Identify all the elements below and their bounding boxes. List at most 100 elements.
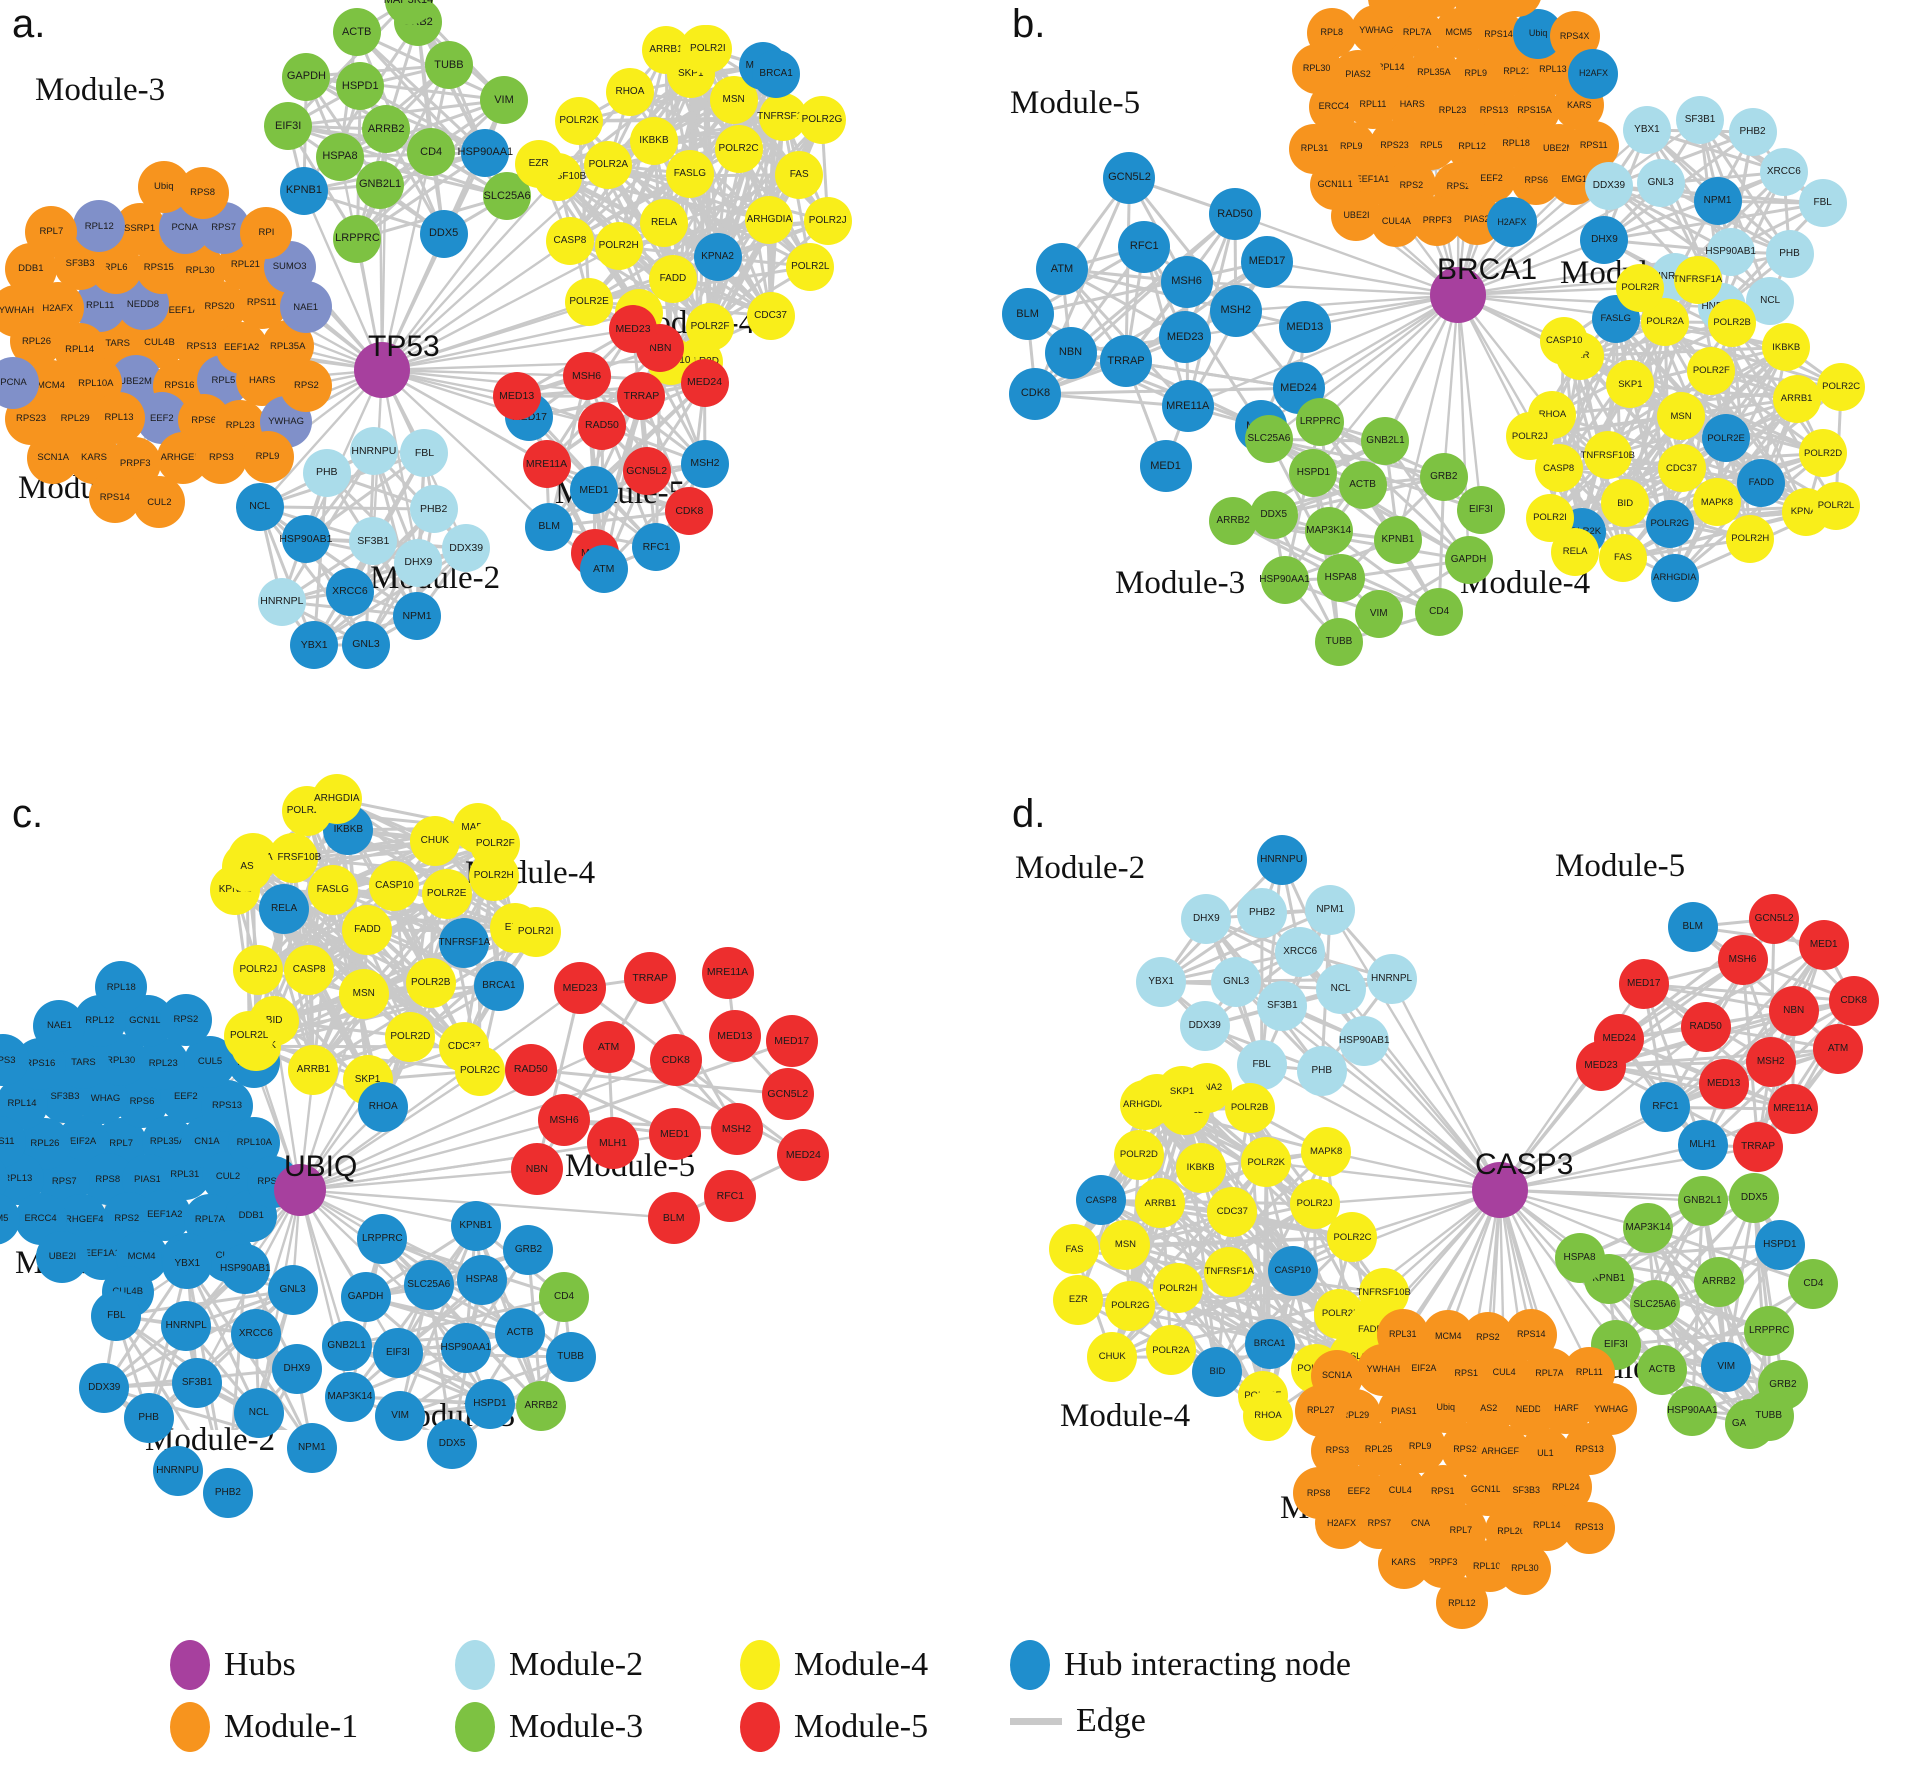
network-node[interactable]: HNRNPU [152,1446,203,1497]
network-node[interactable]: VIM [375,1390,426,1441]
network-node[interactable]: MED23 [1159,311,1212,364]
network-node[interactable]: MED1 [1139,440,1192,493]
network-node[interactable]: SCN1A [27,431,80,484]
network-node[interactable]: YBX1 [1622,106,1671,155]
network-node[interactable]: POLR2E [1702,414,1751,463]
network-node[interactable]: HSP90AA1 [1667,1386,1718,1437]
network-node[interactable]: DHX9 [1181,893,1232,944]
network-node[interactable]: NCL [233,1387,284,1438]
network-node[interactable]: GAPDH [340,1272,391,1323]
network-node[interactable]: MSH6 [1160,255,1213,308]
network-node[interactable]: POLR2C [1327,1212,1378,1263]
network-node[interactable]: FADD [342,904,393,955]
network-node[interactable]: POLR2F [1687,347,1736,396]
network-node[interactable]: NBN [1044,326,1097,379]
network-node[interactable]: MED1 [1798,919,1849,970]
network-node[interactable]: HSP90AB1 [279,514,332,563]
network-node[interactable]: POLR2A [1145,1325,1196,1376]
network-node[interactable]: RPI [240,206,293,259]
network-node[interactable]: RELA [640,199,689,248]
network-node[interactable]: TARS [1410,0,1461,18]
hub-node-tp53[interactable]: TP53 [354,342,410,398]
network-node[interactable]: MSN [338,969,389,1020]
network-node[interactable]: ARRB1 [288,1044,339,1095]
network-node[interactable]: AS [222,841,273,892]
network-node[interactable]: TNFRSF1A [1673,256,1722,305]
network-node[interactable]: CDC37 [1207,1187,1258,1238]
network-node[interactable]: POLR2B [1224,1082,1275,1133]
hub-node-casp3[interactable]: CASP3 [1472,1162,1528,1218]
network-node[interactable]: GCN5L2 [761,1068,814,1121]
network-node[interactable]: YBX1 [1136,956,1187,1007]
network-node[interactable]: EIF3I [1456,486,1505,535]
network-node[interactable]: POLR2D [1799,429,1848,478]
network-node[interactable]: CD4 [1415,588,1464,637]
network-node[interactable]: MED1 [648,1107,701,1160]
network-node[interactable]: MED17 [1618,959,1669,1010]
network-node[interactable]: CASP10 [369,860,420,911]
network-node[interactable]: VIM [1701,1342,1752,1393]
network-node[interactable]: ACTB [332,8,381,57]
network-node[interactable]: SKP1 [1606,360,1655,409]
network-node[interactable]: MSH2 [710,1103,763,1156]
network-node[interactable]: NBN [510,1143,563,1196]
network-node[interactable]: HSP90AA1 [440,1323,491,1374]
network-node[interactable]: CHUK [1087,1332,1138,1383]
network-node[interactable]: YBX1 [162,1238,213,1289]
network-node[interactable]: CUL2 [133,476,186,529]
network-node[interactable]: SLC25A6 [403,1260,454,1311]
network-node[interactable]: RFC1 [632,523,681,572]
network-node[interactable]: RHOA [358,1081,409,1132]
network-node[interactable]: MED13 [492,372,541,421]
network-node[interactable]: HSPD1 [336,62,385,111]
network-node[interactable]: KPNB1 [450,1200,501,1251]
network-node[interactable]: BLM [525,502,574,551]
network-node[interactable]: POLR2I [1525,493,1574,542]
network-node[interactable]: TRRAP [1099,335,1152,388]
network-node[interactable]: NPM1 [1305,884,1356,935]
network-node[interactable]: PHB [302,448,351,497]
network-node[interactable]: RAD50 [1209,188,1261,241]
network-node[interactable]: MAP3K14 [324,1371,375,1422]
network-node[interactable]: HSPD1 [1289,449,1338,498]
network-node[interactable]: MSH2 [1209,284,1262,337]
network-node[interactable]: HSPA8 [1554,1233,1605,1284]
network-node[interactable]: RPL12 [1435,1577,1488,1630]
network-node[interactable]: YWHAG [1585,1383,1638,1436]
network-node[interactable]: NPM1 [286,1422,337,1473]
network-node[interactable]: RPS2 [280,359,333,412]
network-node[interactable]: NPM1 [1693,176,1742,225]
network-node[interactable]: ATM [1813,1024,1864,1075]
network-node[interactable]: EZR [514,140,563,189]
network-node[interactable]: POLR2K [1241,1137,1292,1188]
network-node[interactable]: MSN [1100,1220,1151,1271]
network-node[interactable]: Ubiq [137,160,190,213]
network-node[interactable]: CASP8 [284,945,335,996]
network-node[interactable]: H2AFX [1486,197,1537,248]
network-node[interactable]: MRE11A [1161,380,1214,433]
network-node[interactable]: MED17 [1241,235,1294,288]
network-node[interactable]: MSN [1657,392,1706,441]
network-node[interactable]: RPL8 [1306,7,1357,58]
network-node[interactable]: GNL3 [341,620,390,669]
network-node[interactable]: GNB2L1 [321,1320,372,1371]
network-node[interactable]: DDX39 [1179,1001,1230,1052]
network-node[interactable]: MED17 [765,1015,818,1068]
network-node[interactable]: GNB2L1 [356,160,405,209]
network-node[interactable]: CHUK [409,816,460,867]
network-node[interactable]: BLM [1001,288,1054,341]
network-node[interactable]: RPS14 [88,471,141,524]
network-node[interactable]: SF3B1 [1257,981,1308,1032]
network-node[interactable]: PHB [1296,1045,1347,1096]
network-node[interactable]: POLR2K [555,96,604,145]
network-node[interactable]: MLH1 [1677,1119,1728,1170]
network-node[interactable]: ARHGDIA [311,774,362,825]
network-node[interactable]: ARHGDIA [745,195,794,244]
network-node[interactable]: DDX39 [79,1362,130,1413]
network-node[interactable]: GNL3 [267,1265,318,1316]
network-node[interactable]: MED23 [609,305,658,354]
network-node[interactable]: TUBB [545,1332,596,1383]
network-node[interactable]: POLR2L [1811,481,1860,530]
network-node[interactable]: PHB2 [1728,108,1777,157]
network-node[interactable]: CUL5 [1492,0,1543,18]
